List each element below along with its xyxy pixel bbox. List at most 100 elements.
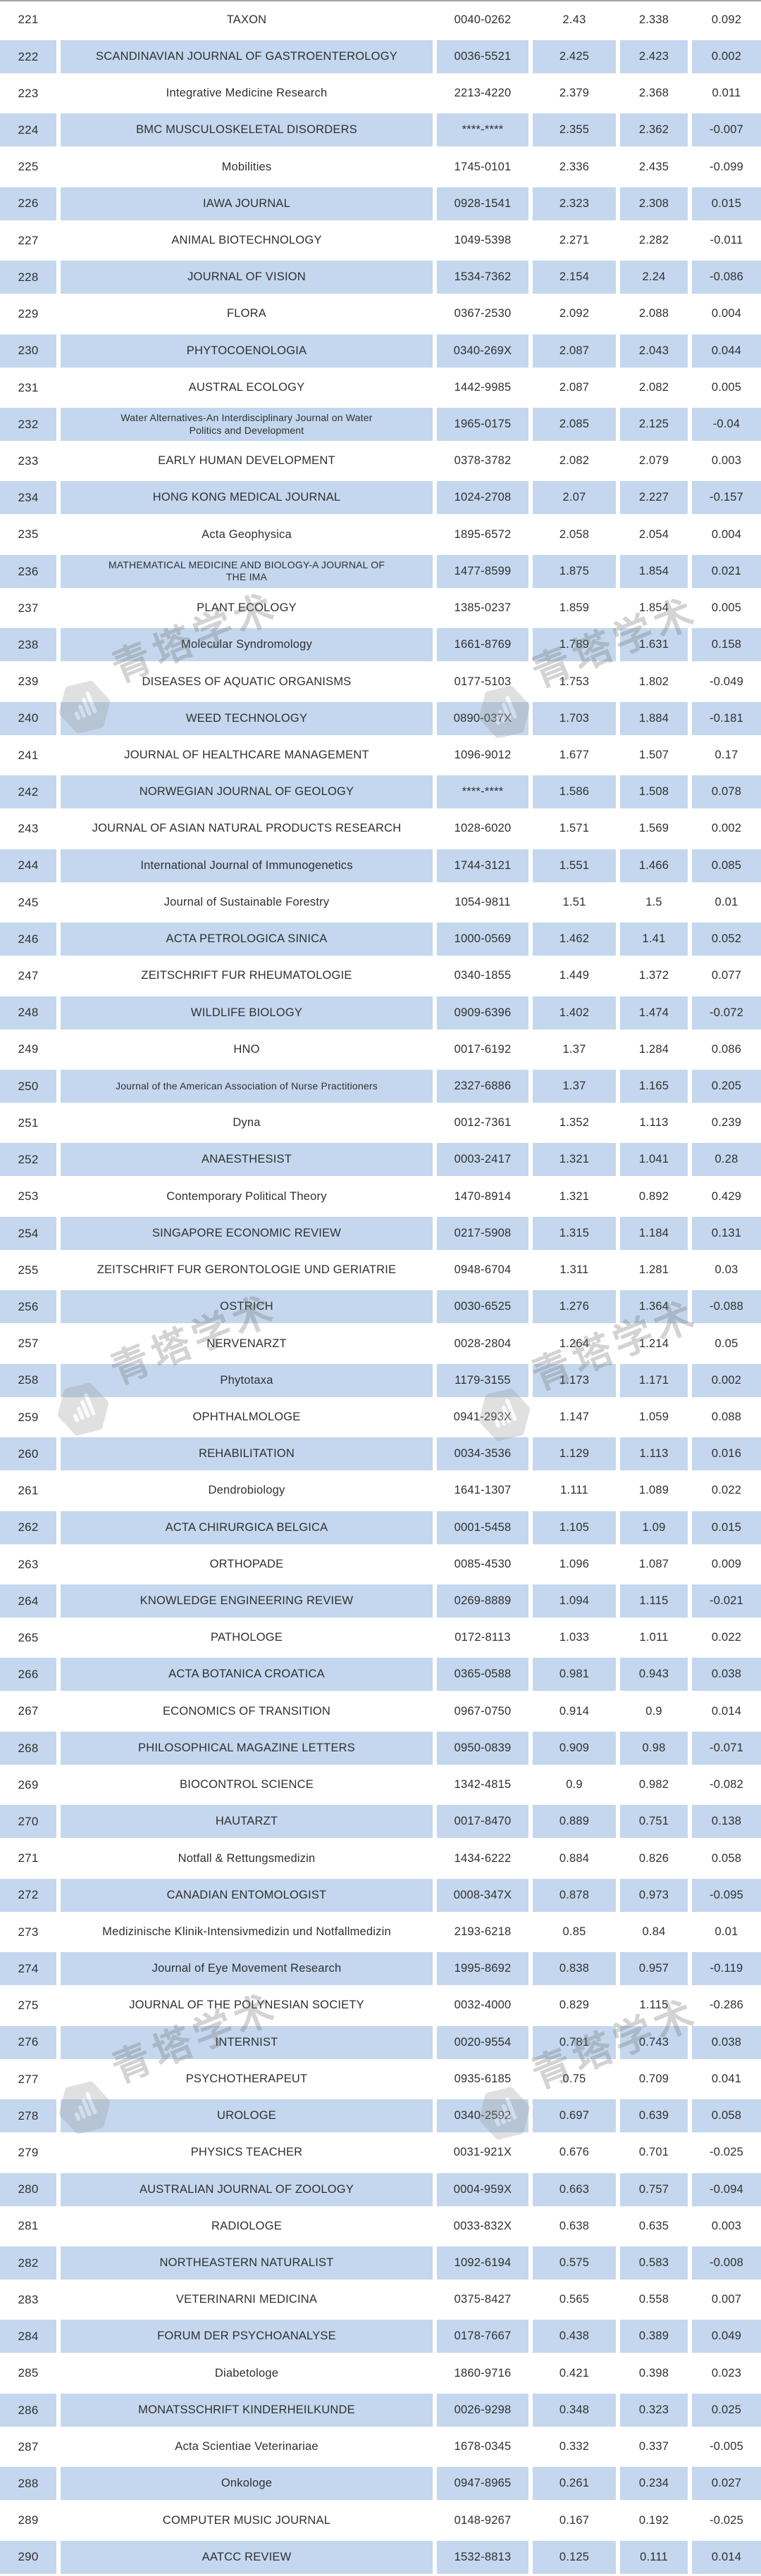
rank-cell: 258	[0, 1363, 56, 1397]
value-current-cell: 1.094	[533, 1584, 616, 1618]
issn-cell: 1860-9716	[437, 2356, 528, 2390]
journal-name-cell: International Journal of Immunogenetics	[61, 849, 433, 882]
journal-name-cell: ACTA BOTANICA CROATICA	[61, 1658, 433, 1692]
table-row: 249 HNO 0017-6192 1.37 1.284 0.086	[0, 1031, 761, 1068]
value-current-cell: 2.271	[533, 223, 616, 257]
issn-cell: 0148-9267	[437, 2503, 528, 2537]
journal-name-cell: PSYCHOTHERAPEUT	[61, 2062, 433, 2096]
value-change-cell: 0.027	[692, 2467, 761, 2501]
rank-cell: 275	[0, 1989, 56, 2022]
journal-name-cell: Journal of Eye Movement Research	[61, 1952, 433, 1986]
value-current-cell: 1.352	[533, 1106, 616, 1140]
issn-cell: 0967-0750	[437, 1694, 528, 1728]
rank-cell: 273	[0, 1915, 56, 1949]
value-current-cell: 1.111	[533, 1474, 616, 1508]
value-change-cell: 0.052	[692, 923, 761, 956]
issn-cell: 0034-3536	[437, 1437, 528, 1471]
value-previous-cell: 0.9	[620, 1694, 688, 1728]
value-current-cell: 0.348	[533, 2393, 616, 2427]
issn-cell: 1442-9985	[437, 370, 528, 404]
rank-cell: 230	[0, 334, 56, 368]
value-change-cell: 0.28	[692, 1143, 761, 1177]
journal-name-cell: BMC MUSCULOSKELETAL DISORDERS	[61, 113, 433, 147]
rank-cell: 222	[0, 39, 56, 73]
issn-cell: 0028-2804	[437, 1327, 528, 1361]
value-previous-cell: 1.466	[620, 849, 688, 882]
rank-cell: 288	[0, 2467, 56, 2501]
journal-name-text: AUSTRAL ECOLOGY	[188, 380, 305, 394]
issn-cell: 0340-2592	[437, 2099, 528, 2133]
value-previous-cell: 0.973	[620, 1878, 688, 1912]
value-previous-cell: 1.09	[620, 1511, 688, 1544]
journal-name-cell: Mobilities	[61, 150, 433, 184]
value-current-cell: 1.402	[533, 996, 616, 1030]
issn-cell: 1895-6572	[437, 518, 528, 551]
rank-cell: 260	[0, 1437, 56, 1471]
value-previous-cell: 0.234	[620, 2467, 688, 2501]
table-row: 287 Acta Scientiae Veterinariae 1678-034…	[0, 2428, 761, 2465]
value-previous-cell: 1.854	[620, 592, 688, 625]
issn-cell: 1096-9012	[437, 738, 528, 772]
issn-cell: 0941-293X	[437, 1400, 528, 1434]
journal-name-cell: Water Alternatives-An Interdisciplinary …	[61, 408, 433, 442]
issn-cell: 0032-4000	[437, 1989, 528, 2022]
journal-name-text: FLORA	[226, 307, 266, 320]
journal-name-cell: Notfall & Rettungsmedizin	[61, 1842, 433, 1875]
journal-name-text: Phytotaxa	[220, 1373, 273, 1387]
table-row: 257 NERVENARZT 0028-2804 1.264 1.214 0.0…	[0, 1325, 761, 1362]
value-current-cell: 2.087	[533, 370, 616, 404]
journal-name-cell: VETERINARNI MEDICINA	[61, 2283, 433, 2317]
journal-name-cell: UROLOGE	[61, 2099, 433, 2133]
value-previous-cell: 0.709	[620, 2062, 688, 2096]
value-change-cell: 0.01	[692, 885, 761, 919]
value-change-cell: -0.025	[692, 2136, 761, 2170]
journal-name-text: AATCC REVIEW	[202, 2550, 292, 2563]
issn-cell: ****-****	[437, 113, 528, 147]
value-previous-cell: 1.364	[620, 1290, 688, 1324]
rank-cell: 226	[0, 187, 56, 220]
issn-cell: 0375-8427	[437, 2283, 528, 2317]
value-change-cell: 0.002	[692, 812, 761, 846]
rank-cell: 272	[0, 1878, 56, 1912]
value-previous-cell: 0.558	[620, 2283, 688, 2317]
value-previous-cell: 0.98	[620, 1731, 688, 1765]
rank-cell: 251	[0, 1106, 56, 1140]
table-row: 266 ACTA BOTANICA CROATICA 0365-0588 0.9…	[0, 1656, 761, 1693]
value-previous-cell: 0.337	[620, 2430, 688, 2464]
journal-name-text: HONG KONG MEDICAL JOURNAL	[152, 491, 341, 504]
value-current-cell: 0.884	[533, 1842, 616, 1875]
rank-cell: 270	[0, 1805, 56, 1839]
table-row: 229 FLORA 0367-2530 2.092 2.088 0.004	[0, 296, 761, 332]
value-current-cell: 1.462	[533, 923, 616, 956]
value-change-cell: 0.158	[692, 628, 761, 662]
table-row: 285 Diabetologe 1860-9716 0.421 0.398 0.…	[0, 2355, 761, 2391]
value-current-cell: 2.336	[533, 150, 616, 184]
value-change-cell: 0.131	[692, 1216, 761, 1250]
issn-cell: 1641-1307	[437, 1474, 528, 1508]
value-change-cell: -0.119	[692, 1952, 761, 1986]
value-change-cell: -0.088	[692, 1290, 761, 1324]
rank-cell: 221	[0, 3, 56, 37]
issn-cell: 0030-6525	[437, 1290, 528, 1324]
issn-cell: 0033-832X	[437, 2209, 528, 2243]
value-change-cell: 0.077	[692, 959, 761, 993]
issn-cell: 0340-1855	[437, 959, 528, 993]
value-change-cell: 0.092	[692, 3, 761, 37]
table-row: 281 RADIOLOGE 0033-832X 0.638 0.635 0.00…	[0, 2208, 761, 2244]
table-row: 227 ANIMAL BIOTECHNOLOGY 1049-5398 2.271…	[0, 222, 761, 258]
rank-cell: 238	[0, 628, 56, 662]
issn-cell: 2193-6218	[437, 1915, 528, 1949]
table-row: 288 Onkologe 0947-8965 0.261 0.234 0.027	[0, 2465, 761, 2502]
journal-name-text: Dendrobiology	[208, 1484, 285, 1497]
value-change-cell: 0.002	[692, 1363, 761, 1397]
rank-cell: 276	[0, 2025, 56, 2059]
issn-cell: 0947-8965	[437, 2467, 528, 2501]
rank-cell: 232	[0, 408, 56, 442]
value-previous-cell: 1.884	[620, 701, 688, 735]
journal-name-cell: Acta Geophysica	[61, 518, 433, 551]
value-previous-cell: 0.111	[620, 2540, 688, 2574]
value-change-cell: 0.086	[692, 1032, 761, 1066]
value-previous-cell: 2.308	[620, 187, 688, 220]
journal-name-cell: HONG KONG MEDICAL JOURNAL	[61, 481, 433, 515]
